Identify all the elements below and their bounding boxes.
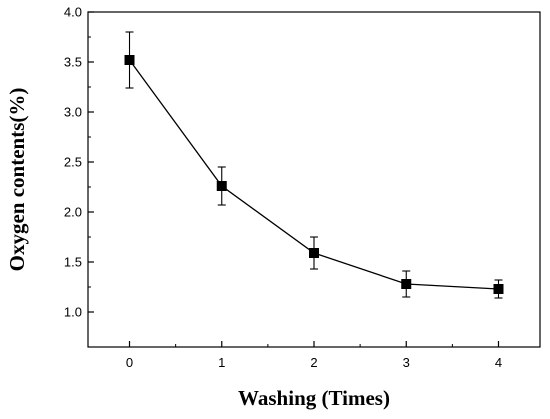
x-axis-title: Washing (Times) bbox=[238, 386, 390, 410]
data-point-2 bbox=[309, 248, 319, 258]
data-point-3 bbox=[401, 279, 412, 289]
y-tick-label-5: 3.5 bbox=[64, 55, 82, 70]
y-tick-label-0: 1.0 bbox=[64, 305, 82, 320]
data-point-1 bbox=[216, 181, 227, 191]
x-tick-label-4: 4 bbox=[495, 355, 502, 370]
x-tick-label-1: 1 bbox=[218, 355, 225, 370]
data-series bbox=[124, 31, 504, 299]
x-tick-label-2: 2 bbox=[310, 355, 317, 370]
y-tick-label-3: 2.5 bbox=[64, 155, 82, 170]
x-tick-label-3: 3 bbox=[403, 355, 410, 370]
y-axis-title: Oxygen contents(%) bbox=[5, 88, 29, 272]
data-point-4 bbox=[493, 284, 504, 294]
y-tick-label-2: 2.0 bbox=[64, 205, 82, 220]
x-tick-label-0: 0 bbox=[126, 355, 133, 370]
data-point-0 bbox=[124, 55, 135, 65]
y-tick-label-1: 1.5 bbox=[64, 255, 82, 270]
plot-area-frame bbox=[87, 11, 541, 348]
y-tick-label-6: 4.0 bbox=[64, 5, 82, 20]
axis-ticks: 1.0 1.5 2.0 2.5 3.0 3.5 4.0 0 1 2 3 4 bbox=[64, 5, 502, 371]
y-tick-label-4: 3.0 bbox=[64, 105, 82, 120]
